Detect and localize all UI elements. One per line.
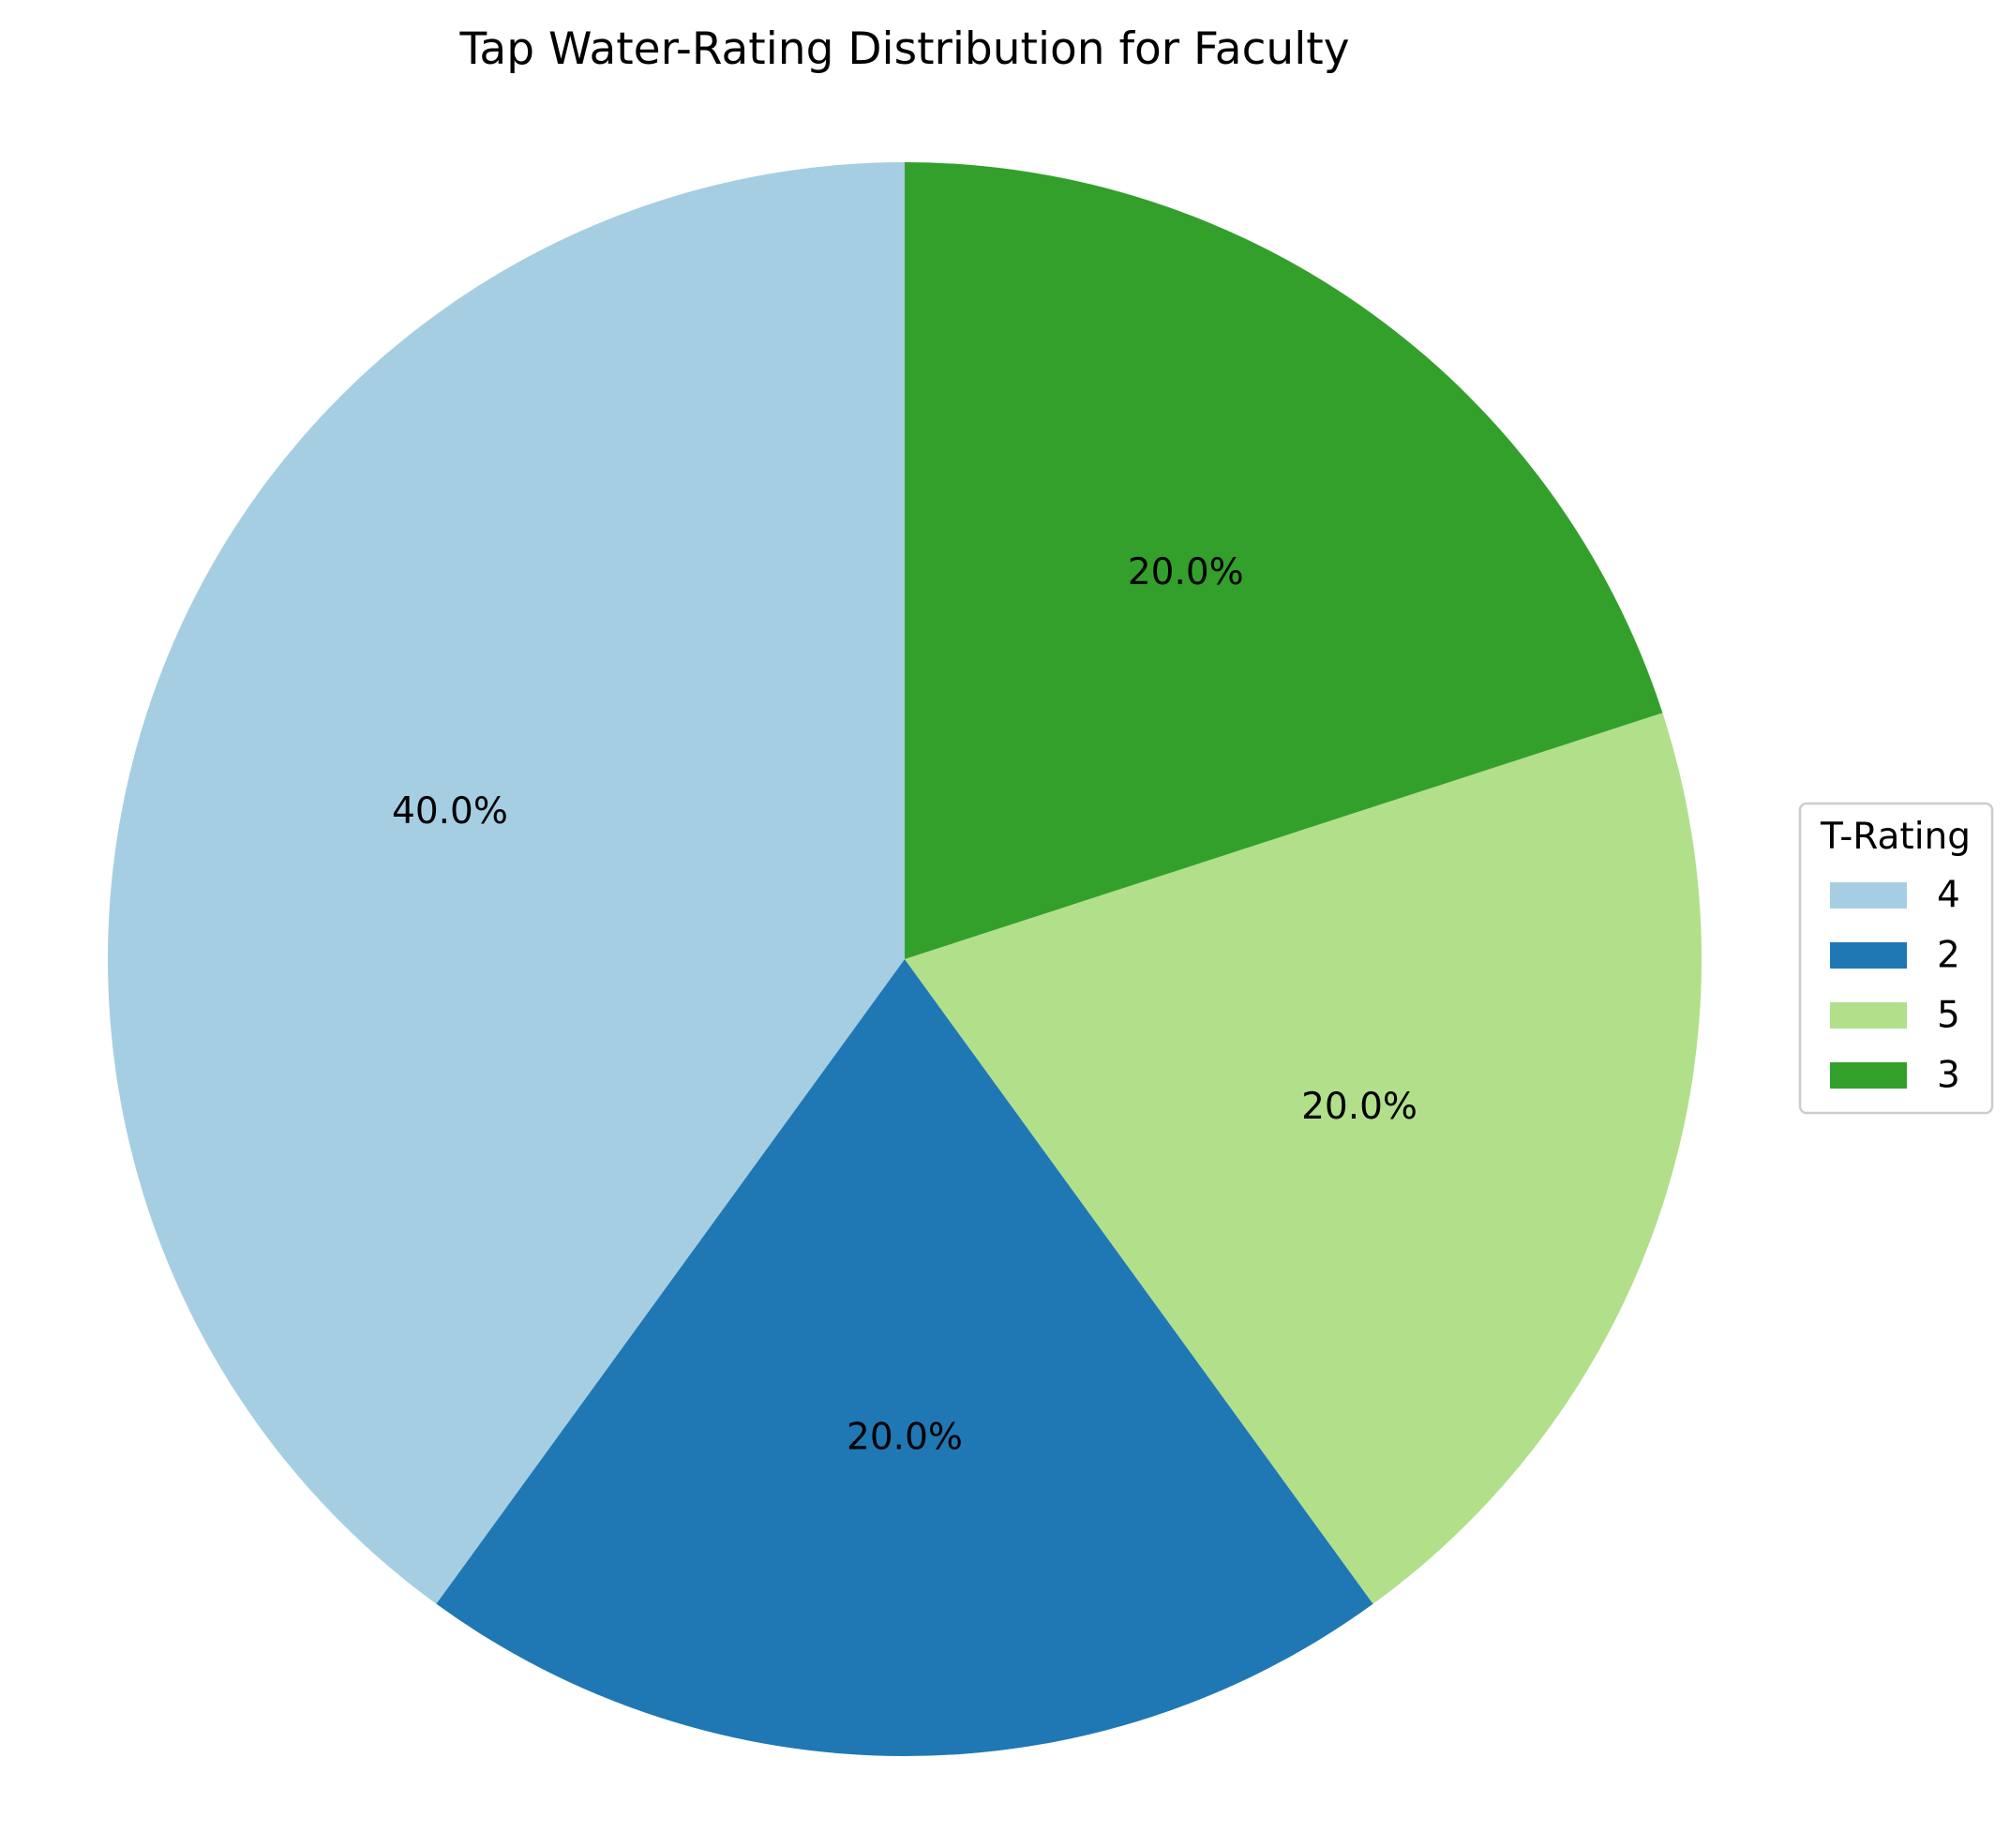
- slice-percent-label: 40.0%: [392, 790, 508, 833]
- legend-label-3: 3: [1937, 1055, 1960, 1097]
- legend-swatch-3: [1830, 1062, 1907, 1089]
- pie-slice-5: [905, 713, 1702, 1604]
- pie-percent-labels: 40.0% 20.0% 20.0% 20.0%: [392, 551, 1418, 1459]
- pie-slices: [108, 162, 1702, 1756]
- legend-label-4: 4: [1937, 875, 1960, 917]
- legend: T-Rating 4 2 5 3: [1798, 802, 1994, 1115]
- legend-swatch-4: [1830, 882, 1907, 909]
- legend-title: T-Rating: [1820, 816, 1971, 858]
- slice-percent-label: 20.0%: [1128, 551, 1244, 593]
- legend-label-5: 5: [1937, 995, 1960, 1037]
- pie-slice-3: [905, 162, 1663, 959]
- legend-swatch-5: [1830, 1002, 1907, 1029]
- slice-percent-label: 20.0%: [847, 1417, 963, 1459]
- slice-percent-label: 20.0%: [1301, 1086, 1418, 1128]
- chart-title: Tap Water-Rating Distribution for Facult…: [458, 23, 1349, 75]
- pie-slice-2: [436, 959, 1373, 1756]
- legend-label-2: 2: [1937, 935, 1960, 977]
- legend-swatch-2: [1830, 942, 1907, 969]
- pie-slice-4: [108, 162, 905, 1604]
